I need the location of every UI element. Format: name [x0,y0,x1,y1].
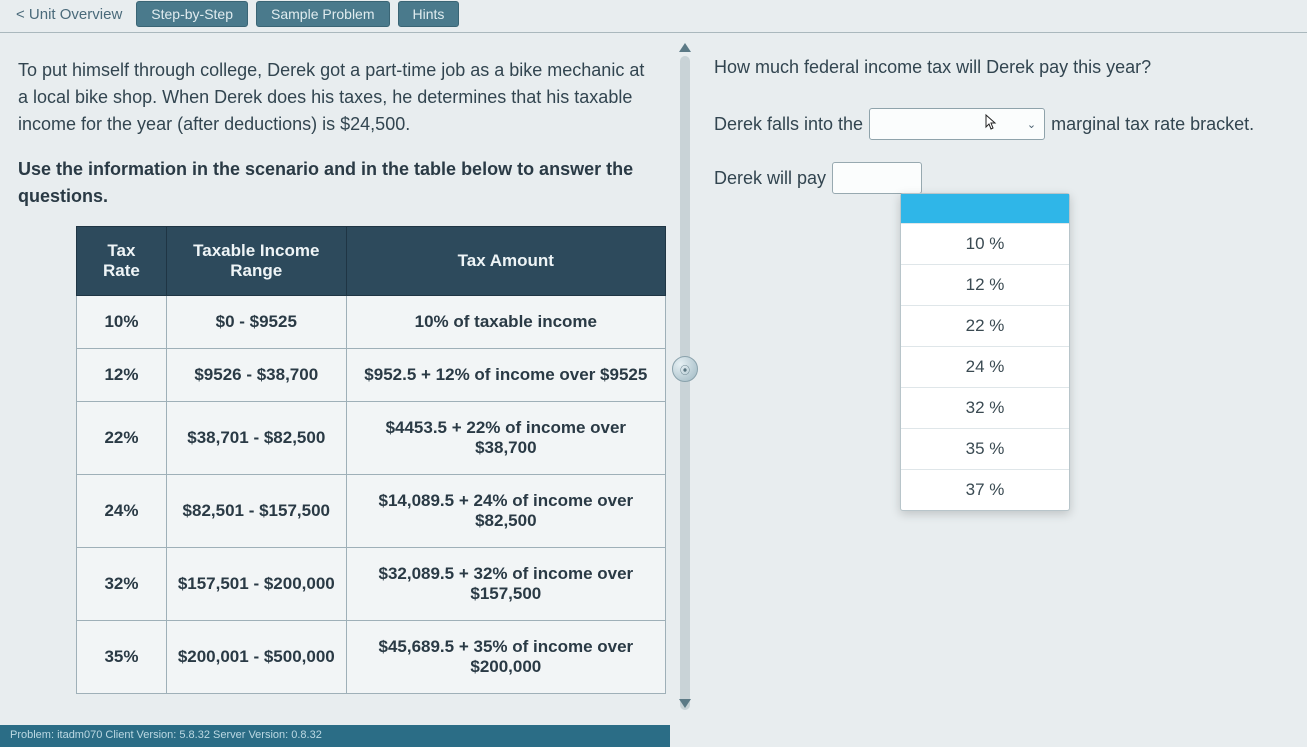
dropdown-option[interactable]: 12 % [901,265,1069,306]
table-row: 35% $200,001 - $500,000 $45,689.5 + 35% … [77,621,666,694]
line1-prefix: Derek falls into the [714,114,863,135]
scroll-down-icon[interactable] [679,699,691,708]
cell-rate: 32% [77,548,167,621]
footer-text: Problem: itadm070 Client Version: 5.8.32… [10,729,322,741]
cell-amount: $32,089.5 + 32% of income over $157,500 [346,548,665,621]
scroll-track[interactable]: ⦿ [680,56,690,710]
col-header-rate: Tax Rate [77,227,167,296]
col-header-range: Taxable Income Range [166,227,346,296]
footer-status-bar: Problem: itadm070 Client Version: 5.8.32… [0,725,670,747]
cell-amount: $14,089.5 + 24% of income over $82,500 [346,475,665,548]
top-nav: < Unit Overview Step-by-Step Sample Prob… [0,0,1307,28]
scroll-gutter: ⦿ [670,33,700,720]
table-row: 10% $0 - $9525 10% of taxable income [77,296,666,349]
answer-line-2: Derek will pay [714,162,1285,194]
tab-hints[interactable]: Hints [398,1,460,27]
table-row: 24% $82,501 - $157,500 $14,089.5 + 24% o… [77,475,666,548]
cell-rate: 10% [77,296,167,349]
table-row: 32% $157,501 - $200,000 $32,089.5 + 32% … [77,548,666,621]
right-pane: How much federal income tax will Derek p… [700,33,1307,720]
cell-range: $157,501 - $200,000 [166,548,346,621]
line2-prefix: Derek will pay [714,168,826,189]
answer-line-1: Derek falls into the ⌄ marginal tax rate… [714,108,1285,140]
pointer-cursor-icon [980,113,1000,140]
tax-table-body: 10% $0 - $9525 10% of taxable income 12%… [77,296,666,694]
table-row: 12% $9526 - $38,700 $952.5 + 12% of inco… [77,349,666,402]
dropdown-option[interactable]: 37 % [901,470,1069,510]
scenario-paragraph: To put himself through college, Derek go… [18,57,648,138]
cell-rate: 35% [77,621,167,694]
cell-range: $0 - $9525 [166,296,346,349]
dropdown-option[interactable]: 35 % [901,429,1069,470]
cell-rate: 12% [77,349,167,402]
cell-amount: $45,689.5 + 35% of income over $200,000 [346,621,665,694]
chevron-down-icon: ⌄ [1027,118,1036,131]
content-wrap: To put himself through college, Derek go… [0,33,1307,720]
left-pane: To put himself through college, Derek go… [0,33,670,720]
line1-suffix: marginal tax rate bracket. [1051,114,1254,135]
scroll-up-icon[interactable] [679,43,691,52]
cell-range: $200,001 - $500,000 [166,621,346,694]
cell-amount: $952.5 + 12% of income over $9525 [346,349,665,402]
cell-rate: 22% [77,402,167,475]
cell-rate: 24% [77,475,167,548]
dropdown-option-blank[interactable] [901,194,1069,224]
dropdown-menu: 10 % 12 % 22 % 24 % 32 % 35 % 37 % [900,193,1070,511]
tab-sample-problem[interactable]: Sample Problem [256,1,390,27]
dropdown-option[interactable]: 32 % [901,388,1069,429]
instruction-paragraph: Use the information in the scenario and … [18,156,648,210]
scroll-handle[interactable]: ⦿ [672,356,698,382]
dropdown-option[interactable]: 24 % [901,347,1069,388]
dropdown-option[interactable]: 10 % [901,224,1069,265]
col-header-amount: Tax Amount [346,227,665,296]
table-row: 22% $38,701 - $82,500 $4453.5 + 22% of i… [77,402,666,475]
cell-range: $38,701 - $82,500 [166,402,346,475]
tab-step-by-step[interactable]: Step-by-Step [136,1,248,27]
question-text: How much federal income tax will Derek p… [714,57,1285,78]
tax-bracket-dropdown[interactable]: ⌄ [869,108,1045,140]
cell-amount: 10% of taxable income [346,296,665,349]
unit-overview-link[interactable]: < Unit Overview [10,4,128,25]
cell-range: $82,501 - $157,500 [166,475,346,548]
cell-range: $9526 - $38,700 [166,349,346,402]
tax-bracket-table: Tax Rate Taxable Income Range Tax Amount… [76,226,666,694]
cell-amount: $4453.5 + 22% of income over $38,700 [346,402,665,475]
tax-amount-input[interactable] [832,162,922,194]
dropdown-option[interactable]: 22 % [901,306,1069,347]
